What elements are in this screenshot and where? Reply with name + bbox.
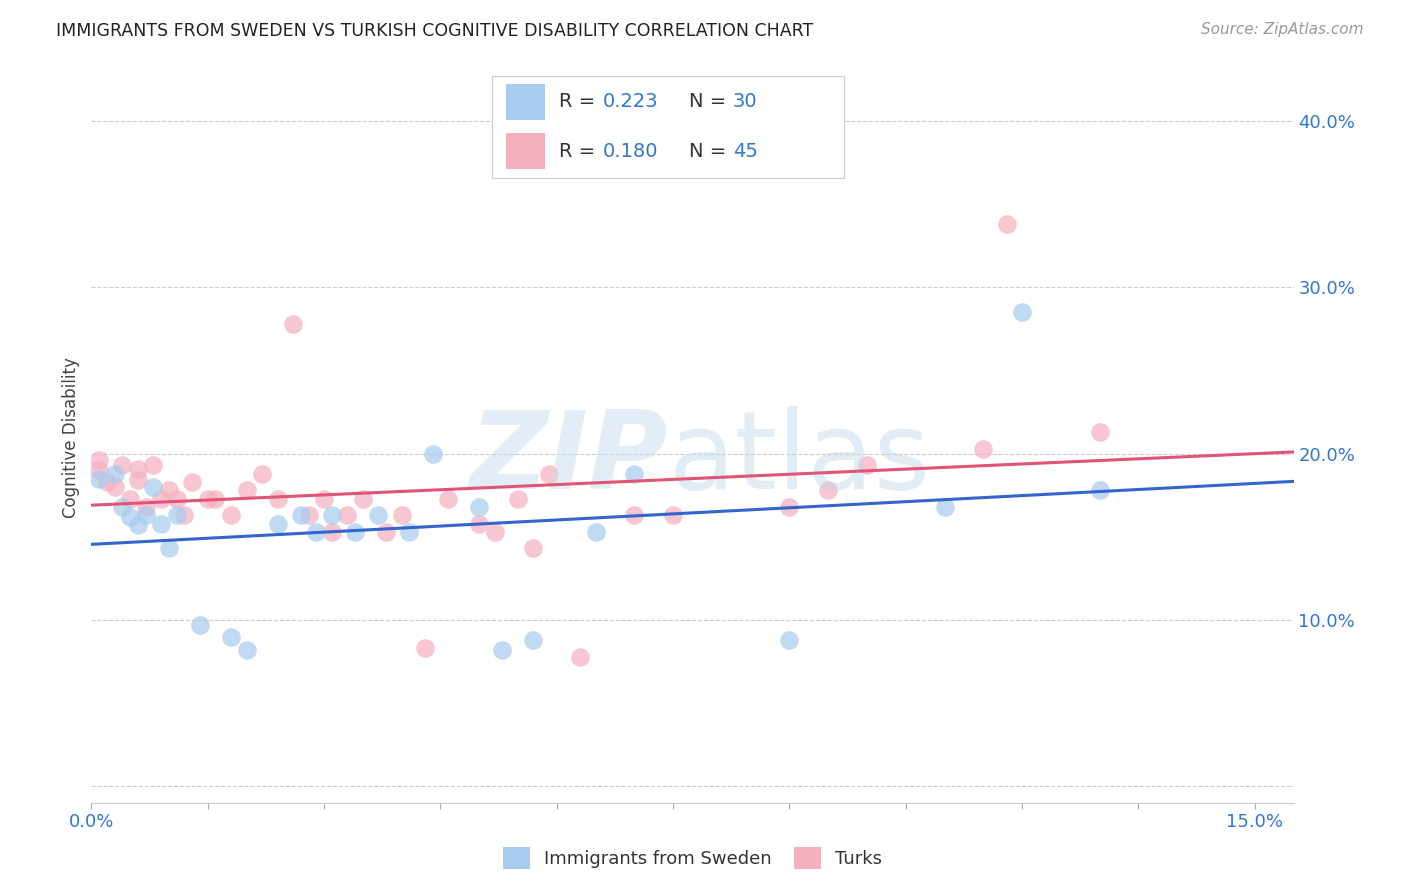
Point [197,491,219,506]
Point [312,491,335,506]
Point [120,491,142,506]
Point [157,483,180,498]
Y-axis label: Cognitive Disability: Cognitive Disability [62,357,80,517]
Point [522,632,544,647]
Point [537,467,560,481]
Point [352,491,374,506]
Point [127,461,149,475]
Point [181,475,204,489]
Point [235,483,257,498]
Point [375,524,398,539]
Point [127,518,149,533]
Point [391,508,413,523]
Point [204,491,226,506]
Point [336,508,359,523]
Point [111,458,134,473]
Point [157,541,180,556]
Point [188,618,211,632]
Point [817,483,839,498]
Text: 0.223: 0.223 [603,93,658,112]
Point [297,508,319,523]
Legend: Immigrants from Sweden, Turks: Immigrants from Sweden, Turks [494,838,891,878]
Point [972,442,994,456]
Point [623,467,645,481]
Text: R =: R = [560,142,602,161]
Point [127,473,149,487]
Point [150,491,173,506]
Point [437,491,460,506]
Point [135,500,157,514]
Point [305,524,328,539]
Text: ZIP: ZIP [470,406,668,512]
Point [266,516,288,531]
Text: R =: R = [560,93,602,112]
Point [219,630,242,644]
Point [856,458,879,473]
Point [344,524,367,539]
Point [142,458,165,473]
Point [89,472,111,486]
Point [89,453,111,467]
Point [506,491,529,506]
Bar [506,84,544,120]
Point [995,217,1018,231]
Text: N =: N = [689,93,733,112]
Point [142,480,165,494]
Point [778,632,800,647]
Text: N =: N = [689,142,733,161]
Point [96,475,118,489]
Point [281,317,304,331]
Point [120,509,142,524]
Point [623,508,645,523]
Point [484,524,506,539]
Point [468,500,491,514]
Point [491,643,513,657]
Text: IMMIGRANTS FROM SWEDEN VS TURKISH COGNITIVE DISABILITY CORRELATION CHART: IMMIGRANTS FROM SWEDEN VS TURKISH COGNIT… [56,22,814,40]
Point [104,467,127,481]
Point [250,467,273,481]
Point [89,463,111,477]
Point [569,649,592,664]
Point [266,491,288,506]
Point [662,508,685,523]
Point [413,641,436,656]
Point [1088,483,1111,498]
Point [398,524,420,539]
Point [166,491,188,506]
Point [290,508,312,523]
Bar [506,133,544,169]
Point [219,508,242,523]
Text: 0.180: 0.180 [603,142,658,161]
Point [934,500,956,514]
Point [111,500,134,514]
Text: atlas: atlas [668,406,931,512]
Point [585,524,607,539]
Point [1011,305,1033,319]
Point [522,541,544,556]
Text: 45: 45 [733,142,758,161]
Point [135,508,157,523]
Point [235,643,257,657]
Point [468,516,491,531]
Point [367,508,389,523]
Point [321,524,343,539]
Point [104,480,127,494]
Point [422,447,444,461]
Point [166,508,188,523]
Text: 30: 30 [733,93,758,112]
Point [173,508,195,523]
Point [150,516,173,531]
Point [1088,425,1111,439]
Point [321,508,343,523]
Text: Source: ZipAtlas.com: Source: ZipAtlas.com [1201,22,1364,37]
Point [778,500,800,514]
